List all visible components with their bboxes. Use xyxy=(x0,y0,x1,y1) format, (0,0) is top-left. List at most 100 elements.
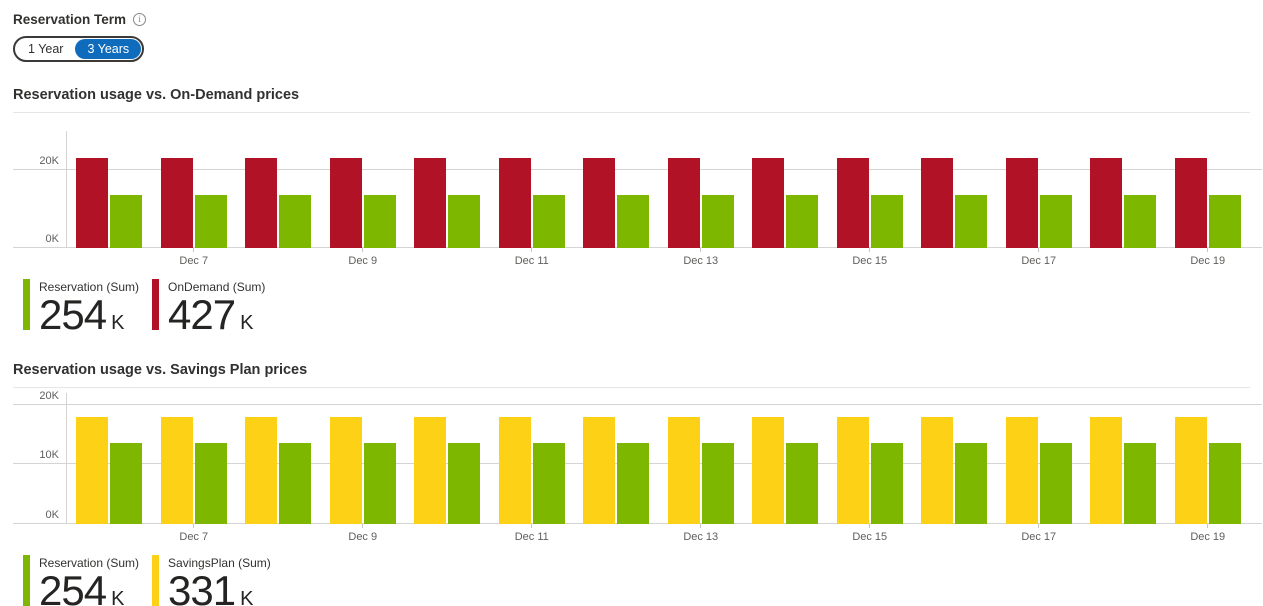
x-axis-tick xyxy=(1207,523,1209,528)
x-axis-label: Dec 19 xyxy=(1190,255,1226,267)
bar-reservation[interactable] xyxy=(786,443,819,524)
x-axis-tick xyxy=(1207,248,1209,252)
bar-reservation[interactable] xyxy=(110,195,143,248)
x-axis-slot xyxy=(405,248,490,272)
bar-ondemand[interactable] xyxy=(667,158,700,248)
x-axis-slot xyxy=(67,524,152,548)
bar-savingsplan[interactable] xyxy=(329,416,362,524)
bar-reservation[interactable] xyxy=(363,195,396,248)
bar-chart-ondemand: 20K 0K xyxy=(0,131,1263,248)
toggle-option-3-years[interactable]: 3 Years xyxy=(75,39,142,59)
reservation-term-toggle[interactable]: 1 Year 3 Years xyxy=(13,36,145,62)
bar-group xyxy=(574,393,659,524)
y-axis-tick-label: 0K xyxy=(45,233,59,245)
bar-reservation[interactable] xyxy=(448,443,481,524)
bar-group xyxy=(997,393,1082,524)
bar-group xyxy=(1081,393,1166,524)
bar-ondemand[interactable] xyxy=(1090,158,1123,248)
bar-reservation[interactable] xyxy=(1208,443,1241,524)
bar-reservation[interactable] xyxy=(617,195,650,248)
bar-savingsplan[interactable] xyxy=(498,416,531,524)
x-axis-tick xyxy=(362,523,364,528)
bar-reservation[interactable] xyxy=(363,443,396,524)
bar-reservation[interactable] xyxy=(955,443,988,524)
bar-savingsplan[interactable] xyxy=(1090,416,1123,524)
bar-reservation[interactable] xyxy=(1124,443,1157,524)
bar-ondemand[interactable] xyxy=(1174,158,1207,248)
bar-ondemand[interactable] xyxy=(836,158,869,248)
bar-reservation[interactable] xyxy=(955,195,988,248)
legend-value: 254 K xyxy=(39,293,139,337)
x-axis-label: Dec 7 xyxy=(179,530,209,543)
x-axis-slot: Dec 15 xyxy=(828,248,913,272)
reservation-term-label: Reservation Term xyxy=(13,12,127,27)
legend-ondemand: Reservation (Sum) 254 K OnDemand (Sum) 4… xyxy=(23,279,1263,337)
x-axis-slot: Dec 9 xyxy=(321,248,406,272)
gridline xyxy=(13,169,1262,171)
x-axis-tick xyxy=(531,248,533,252)
bar-reservation[interactable] xyxy=(870,195,903,248)
bar-reservation[interactable] xyxy=(532,443,565,524)
x-axis-slot: Dec 7 xyxy=(152,523,237,548)
bar-reservation[interactable] xyxy=(279,195,312,248)
x-axis-slot xyxy=(574,248,659,272)
x-axis-label: Dec 11 xyxy=(514,530,549,543)
bar-savingsplan[interactable] xyxy=(836,416,869,524)
x-axis-slot: Dec 13 xyxy=(659,248,744,272)
bar-group xyxy=(997,131,1082,248)
bar-ondemand[interactable] xyxy=(921,158,954,248)
bar-reservation[interactable] xyxy=(1039,443,1072,524)
bar-reservation[interactable] xyxy=(448,195,481,248)
bar-ondemand[interactable] xyxy=(498,158,531,248)
bar-reservation[interactable] xyxy=(279,443,312,524)
bar-reservation[interactable] xyxy=(617,443,650,524)
bar-reservation[interactable] xyxy=(194,195,227,248)
legend-accent-reservation xyxy=(23,279,30,330)
bar-reservation[interactable] xyxy=(786,195,819,248)
x-axis-label: Dec 15 xyxy=(852,255,888,267)
bar-savingsplan[interactable] xyxy=(752,416,785,524)
bar-ondemand[interactable] xyxy=(583,158,616,248)
bar-savingsplan[interactable] xyxy=(160,416,193,524)
legend-label: OnDemand (Sum) xyxy=(168,280,266,294)
bar-savingsplan[interactable] xyxy=(245,416,278,524)
bar-reservation[interactable] xyxy=(1039,195,1072,248)
bar-ondemand[interactable] xyxy=(1005,158,1038,248)
bar-reservation[interactable] xyxy=(1208,195,1241,248)
x-axis-slot xyxy=(236,524,321,548)
bar-reservation[interactable] xyxy=(701,443,734,524)
bar-reservation[interactable] xyxy=(701,195,734,248)
bar-savingsplan[interactable] xyxy=(414,416,447,524)
x-axis-slot: Dec 17 xyxy=(997,523,1082,548)
bar-savingsplan[interactable] xyxy=(583,416,616,524)
bar-group xyxy=(828,393,913,524)
bar-group xyxy=(1166,393,1251,524)
legend-accent-savingsplan xyxy=(152,554,160,606)
bar-savingsplan[interactable] xyxy=(921,416,954,524)
legend-accent-reservation xyxy=(23,554,30,606)
bar-ondemand[interactable] xyxy=(245,158,278,248)
bar-reservation[interactable] xyxy=(194,443,227,524)
y-axis-line xyxy=(66,392,67,524)
y-axis-tick-label: 10K xyxy=(39,449,59,462)
bar-reservation[interactable] xyxy=(532,195,565,248)
bar-reservation[interactable] xyxy=(1124,195,1157,248)
bar-reservation[interactable] xyxy=(870,443,903,524)
bar-savingsplan[interactable] xyxy=(1174,416,1207,524)
bar-ondemand[interactable] xyxy=(414,158,447,248)
bar-ondemand[interactable] xyxy=(329,158,362,248)
bar-ondemand[interactable] xyxy=(752,158,785,248)
info-icon[interactable]: i xyxy=(133,13,147,26)
x-axis-tick xyxy=(700,248,702,252)
toggle-option-1-year[interactable]: 1 Year xyxy=(16,39,75,59)
bar-savingsplan[interactable] xyxy=(667,416,700,524)
bar-reservation[interactable] xyxy=(110,443,143,524)
bar-ondemand[interactable] xyxy=(160,158,193,248)
bar-savingsplan[interactable] xyxy=(76,416,109,524)
x-axis-label: Dec 15 xyxy=(852,530,888,543)
bar-savingsplan[interactable] xyxy=(1005,416,1038,524)
bar-group xyxy=(321,131,406,248)
bar-group xyxy=(405,131,490,248)
bar-group xyxy=(152,131,237,248)
bar-ondemand[interactable] xyxy=(76,158,109,248)
